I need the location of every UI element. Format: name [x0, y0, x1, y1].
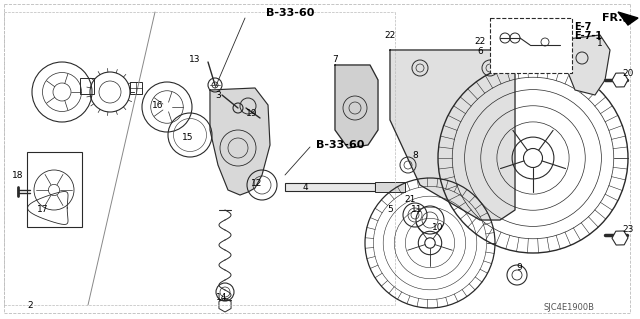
- Bar: [27, 152, 82, 227]
- Polygon shape: [560, 35, 610, 95]
- Text: E-7-1: E-7-1: [574, 31, 602, 41]
- Bar: [490, 18, 572, 73]
- Text: 14: 14: [216, 293, 228, 302]
- Bar: [285, 183, 375, 191]
- Text: E-7: E-7: [574, 22, 591, 32]
- Text: 19: 19: [246, 108, 258, 117]
- Text: 1: 1: [597, 39, 603, 48]
- Polygon shape: [210, 88, 270, 195]
- Text: 5: 5: [387, 205, 393, 214]
- Bar: [130, 82, 142, 94]
- Text: 21: 21: [404, 196, 416, 204]
- Polygon shape: [335, 65, 378, 148]
- Bar: [80, 78, 94, 94]
- Text: 22: 22: [385, 31, 396, 40]
- Polygon shape: [390, 50, 515, 220]
- Text: 8: 8: [412, 151, 418, 160]
- Text: FR.: FR.: [602, 13, 622, 23]
- Text: 11: 11: [412, 205, 423, 214]
- Text: B-33-60: B-33-60: [316, 140, 364, 150]
- Text: 6: 6: [477, 48, 483, 56]
- Text: 18: 18: [12, 170, 24, 180]
- Text: 9: 9: [516, 263, 522, 272]
- Text: 12: 12: [252, 179, 262, 188]
- Text: 4: 4: [302, 183, 308, 192]
- Text: 7: 7: [332, 56, 338, 64]
- Polygon shape: [618, 12, 638, 25]
- Text: 16: 16: [152, 100, 164, 109]
- Text: SJC4E1900B: SJC4E1900B: [544, 303, 595, 313]
- Text: 15: 15: [182, 133, 194, 143]
- Text: 20: 20: [622, 69, 634, 78]
- Text: 3: 3: [215, 92, 221, 100]
- Text: 2: 2: [27, 300, 33, 309]
- Text: B-33-60: B-33-60: [266, 8, 314, 18]
- Text: 13: 13: [189, 56, 201, 64]
- Text: 17: 17: [37, 205, 49, 214]
- Text: 10: 10: [432, 224, 444, 233]
- Text: 23: 23: [622, 226, 634, 234]
- Text: 22: 22: [474, 38, 486, 47]
- Bar: [375, 182, 405, 192]
